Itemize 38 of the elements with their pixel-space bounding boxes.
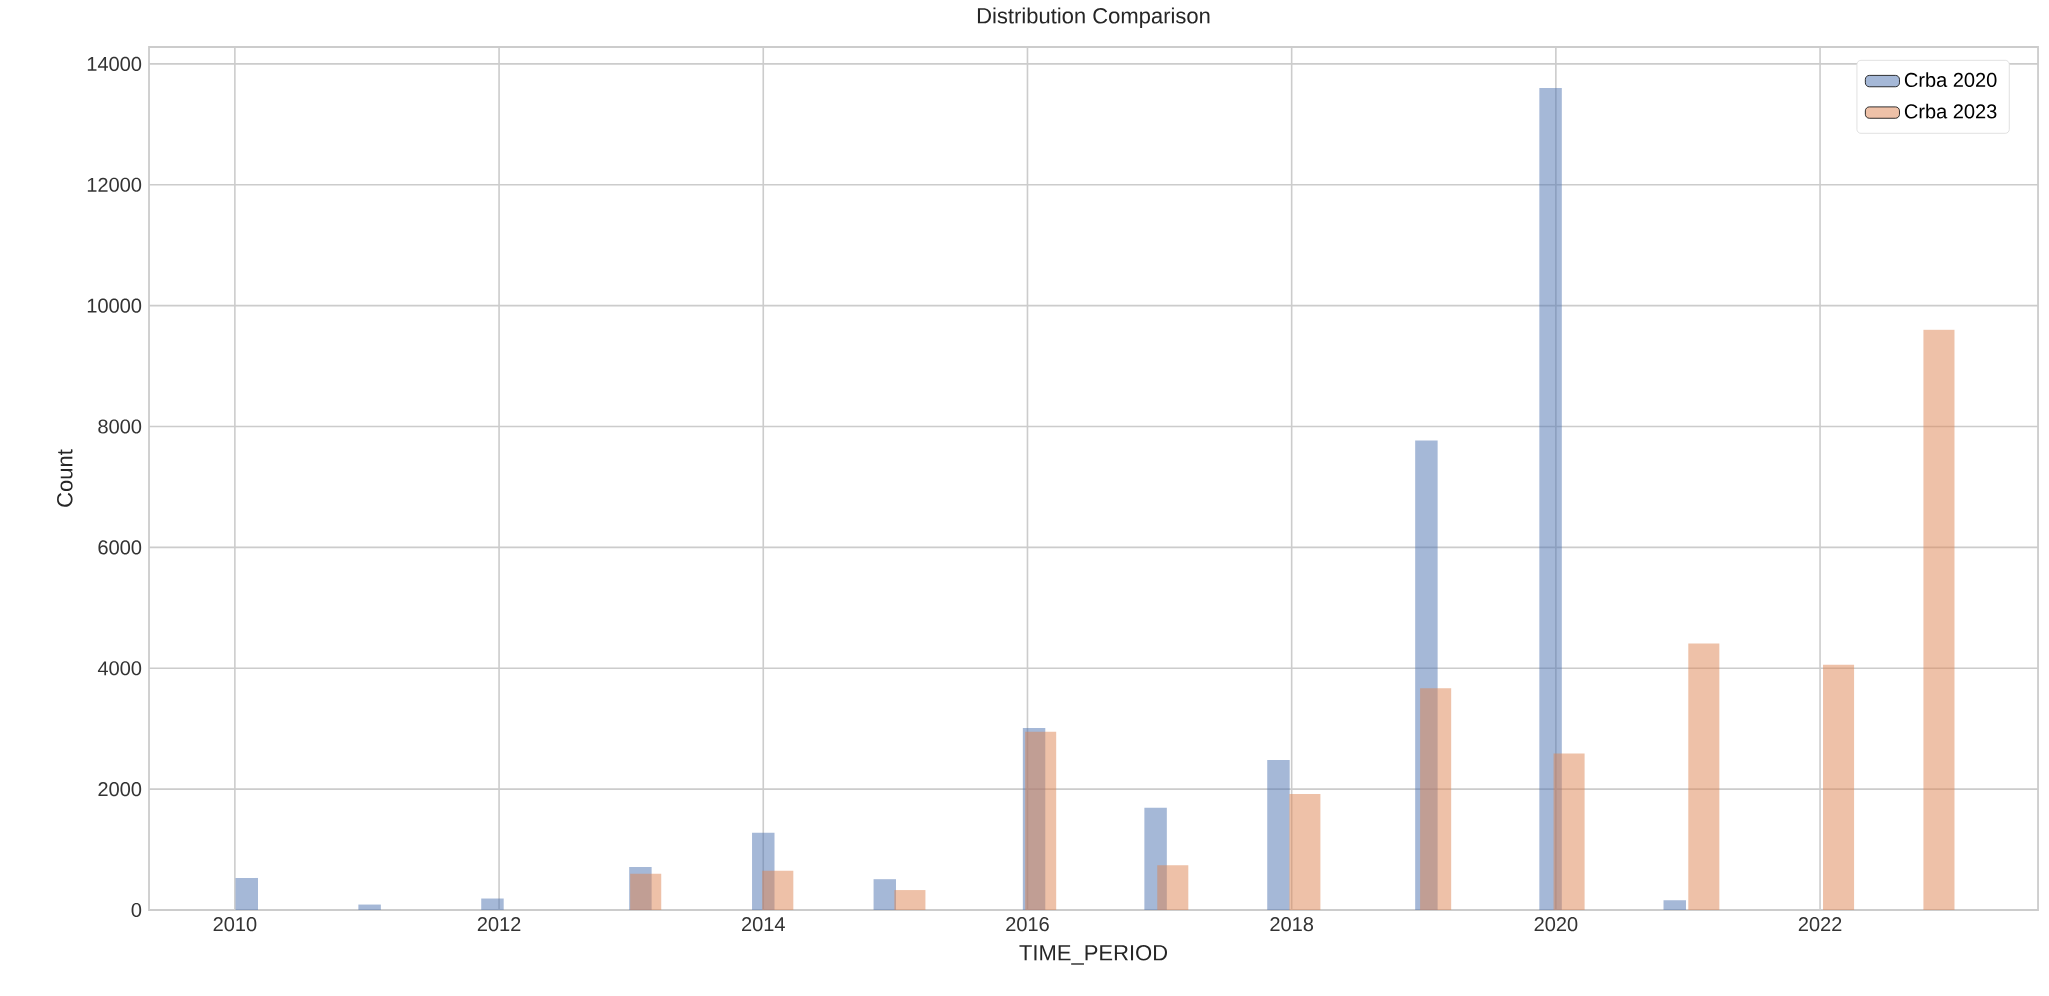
x-tick-label: 2018 xyxy=(1270,917,1314,932)
bar xyxy=(1663,900,1686,910)
bar xyxy=(1025,731,1057,910)
x-tick-label: 2016 xyxy=(1006,917,1049,932)
bar xyxy=(481,898,504,910)
x-tick-label: 2012 xyxy=(477,917,521,932)
bar xyxy=(1688,643,1720,910)
x-tick-label: 2020 xyxy=(1534,917,1578,932)
bar xyxy=(358,904,381,910)
y-tick-label: 10000 xyxy=(87,298,142,313)
y-tick-label: 8000 xyxy=(98,419,142,434)
bar xyxy=(1823,664,1855,910)
bar xyxy=(1157,865,1189,910)
y-tick-label: 4000 xyxy=(97,661,142,676)
y-tick-label: 0 xyxy=(131,902,142,918)
y-tick-label: 12000 xyxy=(87,177,142,192)
bar xyxy=(630,873,662,910)
y-tick-label: 2000 xyxy=(98,782,142,797)
bar xyxy=(1553,753,1585,910)
x-axis-title: TIME_PERIOD xyxy=(1019,944,1168,965)
x-tick-label: 2014 xyxy=(742,917,785,932)
bar xyxy=(873,879,897,910)
bar xyxy=(894,890,926,910)
bar xyxy=(762,870,794,910)
legend-label: Crba 2020 xyxy=(1904,72,1997,88)
bar xyxy=(1420,688,1452,910)
y-axis-title: Count xyxy=(57,449,73,507)
bar xyxy=(235,877,258,910)
y-tick-label: 6000 xyxy=(98,540,142,555)
chart-title: Distribution Comparison xyxy=(977,7,1210,28)
y-tick-label: 14000 xyxy=(87,56,142,71)
x-tick-label: 2010 xyxy=(213,917,257,932)
bar xyxy=(1267,760,1290,910)
bar xyxy=(1539,88,1562,910)
x-tick-label: 2022 xyxy=(1798,917,1842,932)
bar xyxy=(1289,793,1321,910)
legend-label: Crba 2023 xyxy=(1904,103,1997,119)
bar xyxy=(1923,329,1955,910)
